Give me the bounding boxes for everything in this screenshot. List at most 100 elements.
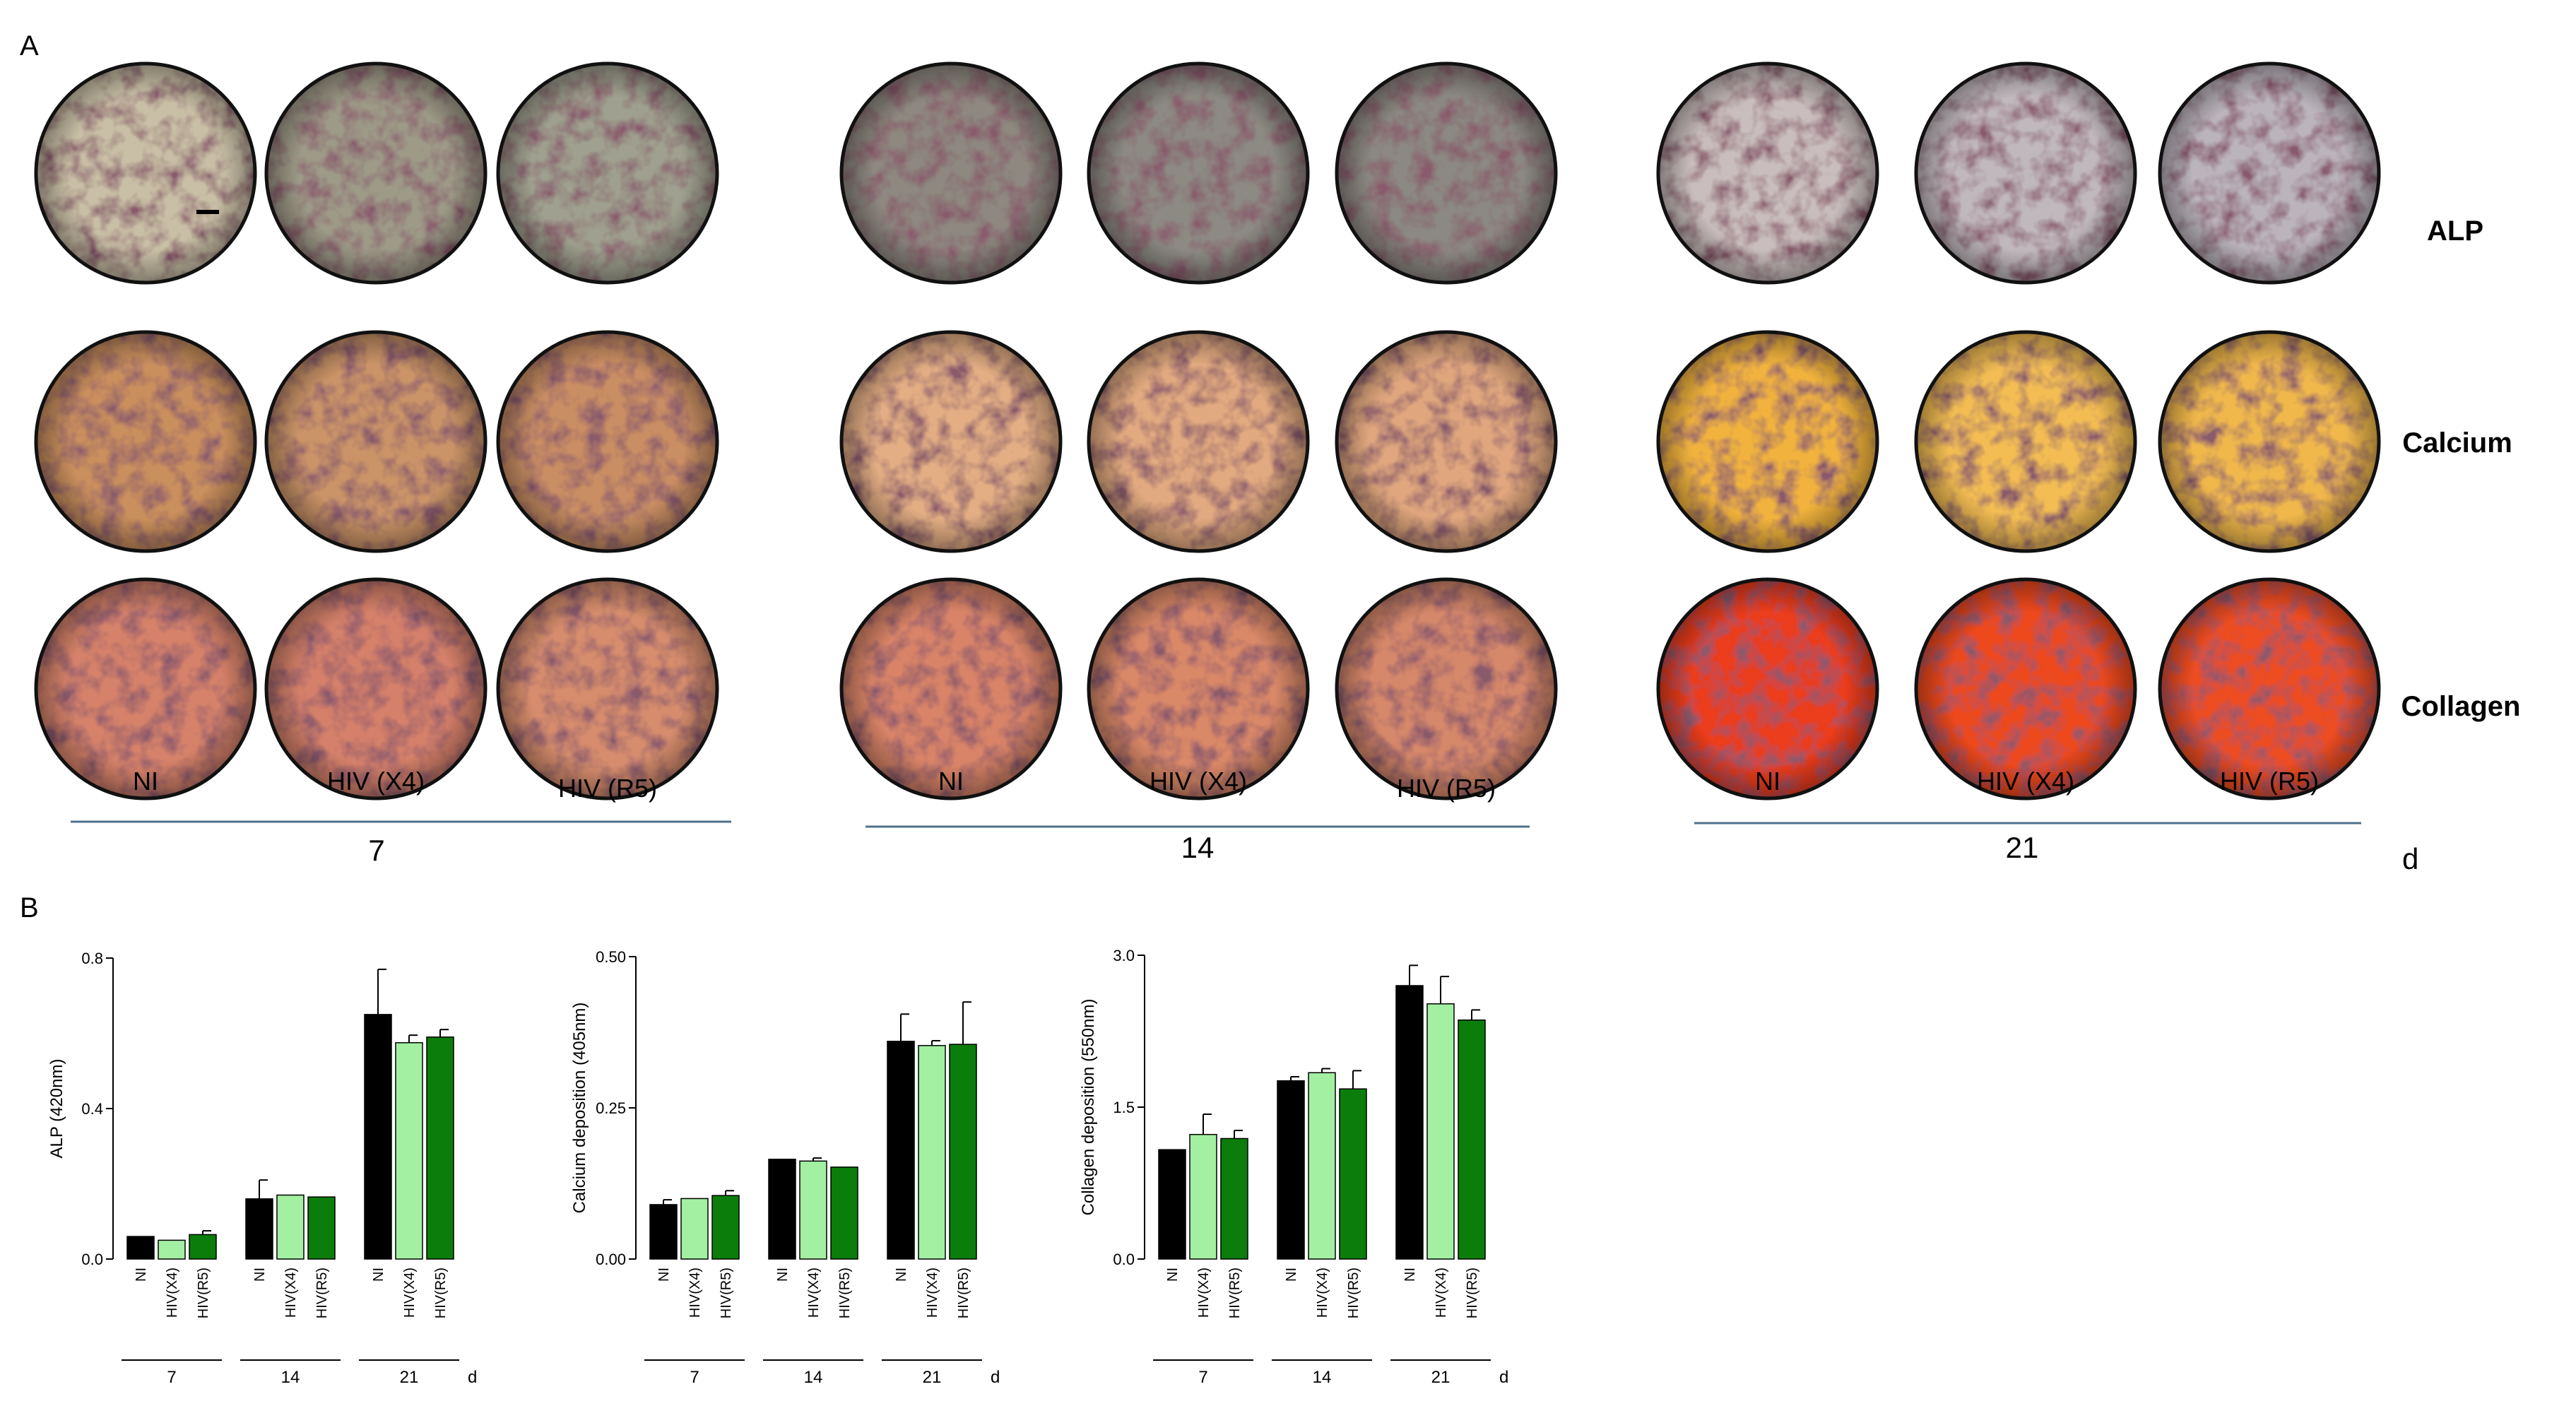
well-vignette <box>1089 579 1308 798</box>
well-rim <box>34 61 257 285</box>
day-label-7: 7 <box>368 834 384 867</box>
category-label: NI <box>775 1268 791 1282</box>
well-calcium-day21-ni <box>1656 330 1879 553</box>
group-label: 14 <box>804 1368 823 1387</box>
chart-3: 0.0 1.5 3.0 Collagen deposition (550nm) NI HI… <box>1079 947 1508 1387</box>
day-groups: 7 14 21 d <box>71 820 2418 875</box>
well-vignette <box>266 64 485 283</box>
category-label: HIV(R5) <box>1465 1268 1480 1318</box>
well-vignette <box>841 64 1060 283</box>
well-calcium-day7-x4 <box>264 330 488 553</box>
well-alp-day14-r5 <box>1335 61 1558 285</box>
category-label: NI <box>1165 1268 1181 1282</box>
y-axis-title: Calcium deposition (405nm) <box>570 1003 589 1214</box>
well-vignette <box>498 64 717 283</box>
bar-day21-hivr5 <box>426 1036 454 1260</box>
well-rim <box>1656 61 1879 285</box>
y-tick-label: 0.50 <box>596 948 626 966</box>
group-label: 21 <box>923 1368 942 1387</box>
well-vignette <box>2160 579 2379 798</box>
well-rim <box>1335 61 1558 285</box>
well-calcium-day14-r5 <box>1335 330 1558 553</box>
group-label: 21 <box>400 1368 419 1387</box>
well-rim <box>1914 577 2137 801</box>
well-rim <box>1087 577 1310 801</box>
bar-day7-ni <box>1158 1149 1186 1260</box>
well-vignette <box>36 64 255 283</box>
y-tick-label: 0.4 <box>81 1100 103 1118</box>
well-rim <box>839 61 1063 285</box>
group-label: 7 <box>1198 1368 1207 1387</box>
category-label: NI <box>894 1268 909 1282</box>
well-rim <box>1087 61 1310 285</box>
y-tick-label: 0.8 <box>81 950 103 967</box>
well-collagen-day21-ni <box>1656 577 1879 801</box>
well-calcium-day14-ni <box>839 330 1063 553</box>
well-alp-day14-ni <box>839 61 1063 285</box>
bar-day7-hivx4 <box>158 1239 186 1260</box>
chart-1: 0.0 0.4 0.8 ALP (420nm) NI HIV(X4) HIV(R5) 7 NI H… <box>47 950 477 1387</box>
well-alp-day7-r5 <box>496 61 719 285</box>
cond-label-14-ni: NI <box>938 767 964 796</box>
group-label: 14 <box>281 1368 300 1387</box>
well-rim <box>1335 577 1558 801</box>
bar-day7-ni <box>649 1204 678 1260</box>
well-vignette <box>498 332 717 551</box>
category-label: HIV(R5) <box>719 1268 734 1318</box>
bar-day7-hivx4 <box>680 1198 709 1260</box>
well-rim <box>1656 330 1879 553</box>
well-vignette <box>1658 64 1877 283</box>
well-alp-day21-ni <box>1656 61 1879 285</box>
cond-label-21-x4: HIV (X4) <box>1977 767 2074 796</box>
well-collagen-day21-r5 <box>2158 577 2381 801</box>
well-rim <box>1656 577 1879 801</box>
category-label: HIV(X4) <box>1315 1268 1330 1318</box>
well-vignette <box>266 579 485 798</box>
bar-day7-hivr5 <box>1220 1138 1248 1260</box>
y-tick-label: 0.00 <box>596 1251 626 1268</box>
y-axis-title: ALP (420nm) <box>47 1059 66 1159</box>
y-tick-label: 1.5 <box>1113 1099 1135 1116</box>
group-unit-label: d <box>468 1368 477 1387</box>
well-vignette <box>1916 64 2135 283</box>
bar-day14-ni <box>1277 1080 1305 1260</box>
micrograph-grid <box>34 61 2381 801</box>
well-rim <box>2158 61 2381 285</box>
row-label-alp: ALP <box>2427 215 2483 247</box>
category-label: HIV(X4) <box>402 1268 418 1318</box>
well-alp-day7-ni <box>34 61 257 285</box>
category-label: HIV(X4) <box>283 1268 299 1318</box>
category-label: NI <box>134 1268 149 1282</box>
bar-day14-ni <box>768 1159 796 1260</box>
bar-day21-hivr5 <box>1458 1019 1486 1260</box>
well-collagen-day7-x4 <box>264 577 488 801</box>
well-rim <box>34 330 257 553</box>
well-vignette <box>1337 332 1556 551</box>
well-vignette <box>841 332 1060 551</box>
well-rim <box>264 330 488 553</box>
bar-day21-hivx4 <box>1426 1003 1455 1260</box>
panel-b-letter: B <box>20 892 39 923</box>
category-label: HIV(R5) <box>1346 1268 1361 1318</box>
bar-day14-hivx4 <box>276 1194 305 1260</box>
row-label-calcium: Calcium <box>2402 427 2512 459</box>
well-rim <box>264 61 488 285</box>
row-label-collagen: Collagen <box>2401 691 2521 722</box>
well-rim <box>496 330 719 553</box>
bar-day7-ni <box>126 1236 155 1260</box>
chart-2: 0.00 0.25 0.50 Calcium deposition (405nm) NI… <box>570 948 1000 1387</box>
y-tick-label: 0.0 <box>1113 1251 1135 1268</box>
bar-day7-hivx4 <box>1189 1133 1217 1260</box>
well-vignette <box>2160 332 2379 551</box>
well-alp-day14-x4 <box>1087 61 1310 285</box>
well-vignette <box>1658 332 1877 551</box>
day-label-21: 21 <box>2006 831 2039 864</box>
well-vignette <box>1916 332 2135 551</box>
group-label: 7 <box>690 1368 699 1387</box>
well-rim <box>1335 330 1558 553</box>
well-collagen-day7-ni <box>34 577 257 801</box>
well-vignette <box>1916 579 2135 798</box>
well-alp-day21-x4 <box>1914 61 2137 285</box>
category-label: HIV(X4) <box>687 1268 703 1318</box>
group-label: 7 <box>167 1368 176 1387</box>
